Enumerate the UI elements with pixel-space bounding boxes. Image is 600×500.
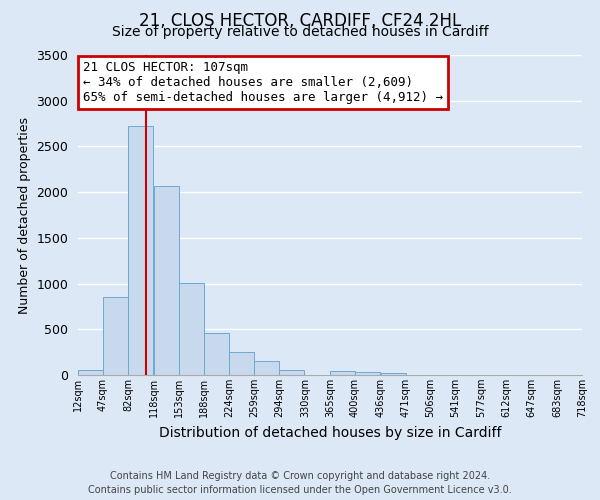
Bar — [280, 370, 304, 375]
Bar — [330, 371, 355, 375]
Bar — [355, 372, 380, 375]
Text: Contains HM Land Registry data © Crown copyright and database right 2024.
Contai: Contains HM Land Registry data © Crown c… — [88, 471, 512, 495]
Bar — [103, 298, 128, 375]
X-axis label: Distribution of detached houses by size in Cardiff: Distribution of detached houses by size … — [159, 426, 501, 440]
Bar — [229, 352, 254, 375]
Bar — [154, 186, 179, 375]
Text: 21 CLOS HECTOR: 107sqm
← 34% of detached houses are smaller (2,609)
65% of semi-: 21 CLOS HECTOR: 107sqm ← 34% of detached… — [83, 62, 443, 104]
Bar — [128, 126, 153, 375]
Bar — [254, 362, 280, 375]
Text: 21, CLOS HECTOR, CARDIFF, CF24 2HL: 21, CLOS HECTOR, CARDIFF, CF24 2HL — [139, 12, 461, 30]
Bar — [179, 282, 203, 375]
Text: Size of property relative to detached houses in Cardiff: Size of property relative to detached ho… — [112, 25, 488, 39]
Bar — [380, 373, 406, 375]
Y-axis label: Number of detached properties: Number of detached properties — [18, 116, 31, 314]
Bar — [203, 334, 229, 375]
Bar — [78, 370, 103, 375]
